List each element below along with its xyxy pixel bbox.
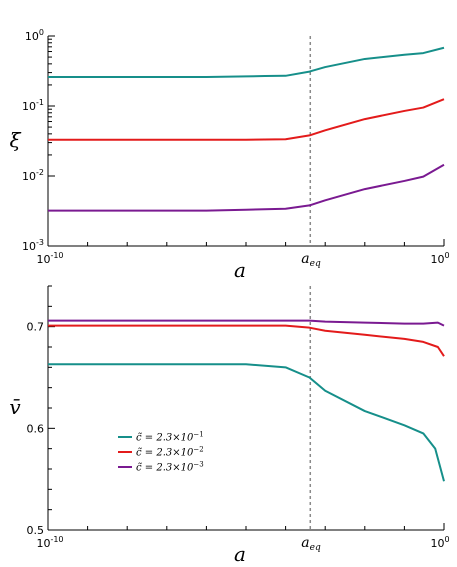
series-line-red bbox=[48, 324, 445, 357]
x-axis-label: a bbox=[234, 542, 246, 566]
x-tick-label: 10-10 bbox=[36, 251, 63, 266]
legend: c̃ = 2.3×10−1 c̃ = 2.3×10−2 c̃ = 2.3×10−3 bbox=[118, 431, 204, 474]
series-line-teal bbox=[48, 363, 445, 482]
y-tick-label: 10-2 bbox=[22, 168, 44, 183]
series-line-red bbox=[48, 98, 445, 141]
y-tick-label: 10-3 bbox=[22, 238, 44, 253]
panel-top: 10-10 100 10-3 10-2 10-1 100 aeq a ξ bbox=[9, 28, 449, 282]
y-tick-label: 0.6 bbox=[27, 422, 45, 435]
x-tick-label: 100 bbox=[430, 251, 449, 266]
y-tick-label: 0.5 bbox=[27, 524, 45, 537]
legend-label: c̃ = 2.3×10−2 bbox=[136, 446, 204, 459]
y-tick-label: 100 bbox=[25, 28, 44, 43]
a-eq-label: aeq bbox=[301, 251, 321, 269]
a-eq-label: aeq bbox=[301, 535, 321, 553]
y-axis-label: v̄ bbox=[9, 395, 21, 419]
legend-label: c̃ = 2.3×10−3 bbox=[136, 461, 204, 474]
x-tick-label: 100 bbox=[430, 535, 449, 550]
series-line-purple bbox=[48, 319, 445, 327]
y-tick-label: 0.7 bbox=[27, 321, 45, 334]
x-tick-label: 10-10 bbox=[36, 535, 63, 550]
series-line-purple bbox=[48, 163, 445, 212]
legend-label: c̃ = 2.3×10−1 bbox=[136, 431, 204, 444]
x-axis-label: a bbox=[234, 258, 246, 282]
y-tick-label: 10-1 bbox=[22, 98, 44, 113]
y-axis-label: ξ bbox=[9, 128, 21, 152]
series-line-teal bbox=[48, 46, 445, 78]
